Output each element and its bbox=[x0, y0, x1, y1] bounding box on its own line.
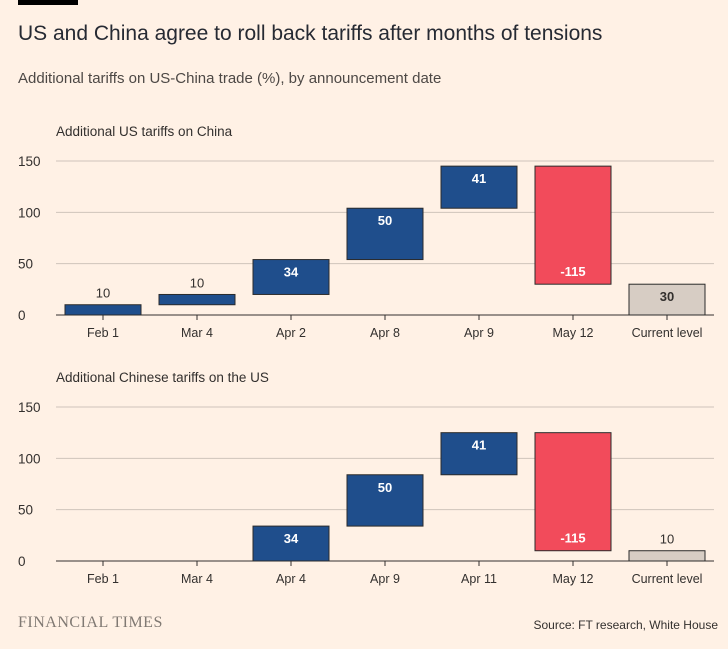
waterfall-bar-increase bbox=[440, 432, 518, 476]
china-tariffs-chart-plot: 0 50 100 150 Feb 1 Mar 4 Apr 4 34 Apr 9 50 Apr 11 4… bbox=[18, 400, 714, 586]
data-label: 50 bbox=[378, 213, 392, 228]
x-tick-label: Apr 8 bbox=[370, 326, 400, 340]
data-label: 34 bbox=[284, 531, 299, 546]
x-tick-label: Apr 9 bbox=[370, 572, 400, 586]
y-tick-label: 150 bbox=[18, 154, 41, 169]
x-tick-label: May 12 bbox=[553, 326, 594, 340]
y-tick-label: 100 bbox=[18, 451, 41, 466]
waterfall-bar-increase bbox=[252, 525, 330, 562]
us-tariffs-chart-title: Additional US tariffs on China bbox=[56, 124, 233, 139]
page-subtitle: Additional tariffs on US-China trade (%)… bbox=[18, 70, 442, 87]
data-label: 10 bbox=[96, 286, 110, 301]
data-label: -115 bbox=[560, 531, 585, 546]
top-accent-bar bbox=[18, 0, 78, 5]
financial-times-logo: FINANCIAL TIMES bbox=[18, 614, 163, 631]
waterfall-bar-increase bbox=[64, 304, 142, 316]
data-label: 30 bbox=[660, 289, 674, 304]
waterfall-bar-total bbox=[628, 550, 706, 562]
x-tick-label: Feb 1 bbox=[87, 572, 119, 586]
waterfall-bar-decrease bbox=[534, 165, 612, 285]
x-tick-label: Mar 4 bbox=[181, 572, 213, 586]
waterfall-bar-total bbox=[628, 283, 706, 316]
x-tick-label: Apr 4 bbox=[276, 572, 306, 586]
data-label: 10 bbox=[660, 532, 674, 547]
x-tick-label: Apr 9 bbox=[464, 326, 494, 340]
y-tick-label: 0 bbox=[18, 554, 26, 569]
us-tariffs-chart-plot: 0 50 100 150 Feb 1 10 Mar 4 10 Apr 2 34 Apr 8 50 Apr… bbox=[18, 154, 714, 340]
data-label: 41 bbox=[472, 171, 486, 186]
china-tariffs-chart-title: Additional Chinese tariffs on the US bbox=[56, 370, 269, 385]
china-tariffs-chart: Additional Chinese tariffs on the US 0 50… bbox=[0, 370, 728, 596]
waterfall-bar-increase bbox=[252, 259, 330, 295]
x-tick-label: Current level bbox=[632, 326, 703, 340]
data-label: 34 bbox=[284, 265, 299, 280]
data-label: 41 bbox=[472, 438, 486, 453]
x-tick-label: May 12 bbox=[553, 572, 594, 586]
data-label: -115 bbox=[560, 264, 585, 279]
x-tick-label: Apr 2 bbox=[276, 326, 306, 340]
waterfall-bar-increase bbox=[346, 207, 424, 261]
us-tariffs-chart: Additional US tariffs on China 0 50 100 150… bbox=[0, 124, 728, 350]
x-tick-label: Current level bbox=[632, 572, 703, 586]
y-tick-label: 0 bbox=[18, 308, 26, 323]
page-title: US and China agree to roll back tariffs … bbox=[18, 22, 603, 45]
waterfall-bar-increase bbox=[346, 474, 424, 527]
y-tick-label: 50 bbox=[18, 257, 33, 272]
x-tick-label: Mar 4 bbox=[181, 326, 213, 340]
y-tick-label: 100 bbox=[18, 205, 41, 220]
waterfall-bar-increase bbox=[158, 293, 236, 306]
data-label: 50 bbox=[378, 480, 392, 495]
waterfall-bar-increase bbox=[440, 165, 518, 209]
x-tick-label: Feb 1 bbox=[87, 326, 119, 340]
source-note: Source: FT research, White House bbox=[533, 618, 718, 632]
data-label: 10 bbox=[190, 275, 204, 290]
x-tick-label: Apr 11 bbox=[461, 572, 497, 586]
y-tick-label: 50 bbox=[18, 503, 33, 518]
waterfall-bar-decrease bbox=[534, 432, 612, 552]
y-tick-label: 150 bbox=[18, 400, 41, 415]
